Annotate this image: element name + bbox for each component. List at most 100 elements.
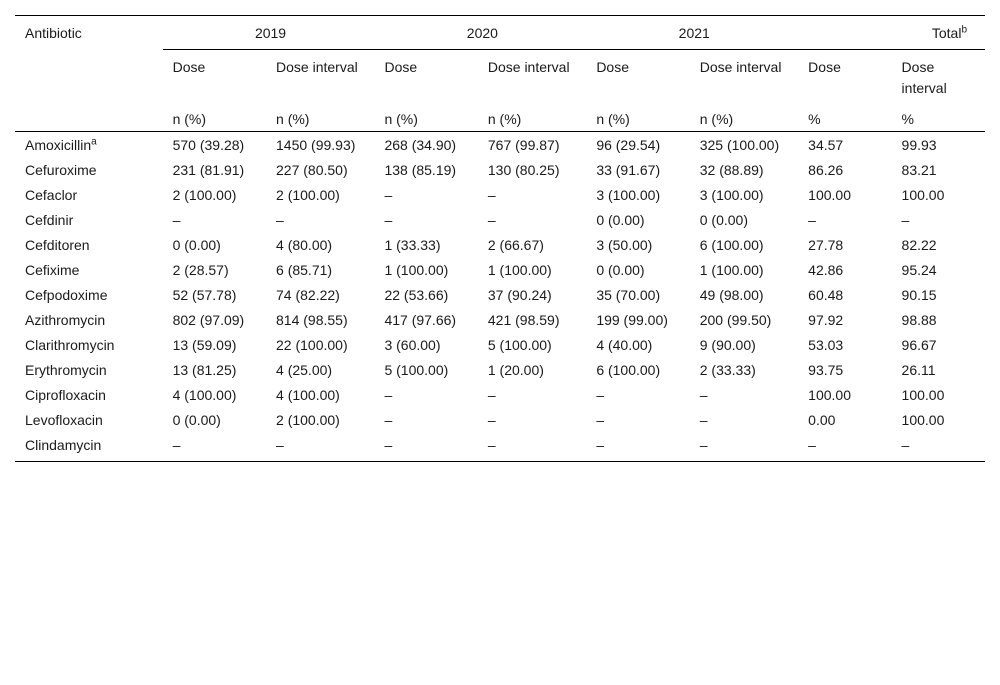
value-cell: 1 (20.00) [487,362,544,378]
value-cell: 421 (98.59) [487,312,560,328]
table-row: Clindamycin – – – – – – – – [15,432,985,462]
value-cell: – [808,212,816,228]
antibiotic-name-cell: Cefdinir [15,207,163,232]
total-label: Total [931,25,962,41]
value-cell: 3 (100.00) [699,187,764,203]
year-header-2021: 2021 [586,15,799,50]
value-cell: 1450 (99.93) [276,137,356,153]
value-cell: – [808,437,816,453]
table-row: Cefdinir – – – – 0 (0.00) 0 (0.00) – – [15,207,985,232]
value-cell: 35 (70.00) [596,287,661,303]
value-cell: – [172,212,181,228]
value-cell: 53.03 [808,337,844,353]
antibiotic-name: Azithromycin [25,312,106,328]
value-cell: 95.24 [901,262,937,278]
value-cell: 5 (100.00) [487,337,552,353]
value-cell: 86.26 [808,162,844,178]
unit-header: n (%) [384,111,418,127]
dose-header: Dose [596,59,629,75]
value-cell: 52 (57.78) [172,287,237,303]
unit-header: n (%) [172,111,207,127]
antibiotic-name: Cefdinir [25,212,74,228]
antibiotic-name-cell: Levofloxacin [15,407,163,432]
value-cell: 4 (100.00) [276,387,340,403]
value-cell: 1 (33.33) [384,237,441,253]
value-cell: 2 (28.57) [172,262,229,278]
value-cell: – [596,387,605,403]
value-cell: 6 (100.00) [596,362,661,378]
total-header: Totalb [798,15,985,50]
value-cell: 90.15 [901,287,937,303]
value-cell: 6 (100.00) [699,237,764,253]
value-cell: 22 (100.00) [276,337,348,353]
table-row: Erythromycin 13 (81.25) 4 (25.00) 5 (100.00… [15,357,985,382]
table-row: Cefixime 2 (28.57) 6 (85.71) 1 (100.00) 1 (1… [15,257,985,282]
value-cell: – [699,412,708,428]
value-cell: 767 (99.87) [487,137,560,153]
table-header: Antibiotic 2019 2020 2021 Totalb Dose Do… [15,15,985,132]
value-cell: 100.00 [901,187,945,203]
value-cell: 1 (100.00) [384,262,449,278]
unit-header: n (%) [699,111,734,127]
unit-header: n (%) [596,111,630,127]
value-cell: 2 (100.00) [276,187,340,203]
footnote-marker: a [91,136,97,148]
table-body: Amoxicillina 570 (39.28) 1450 (99.93) 268 (… [15,132,985,462]
value-cell: 26.11 [901,362,936,378]
antibiotic-name: Ciprofloxacin [25,387,106,403]
antibiotic-name-cell: Cefaclor [15,182,163,207]
value-cell: – [276,437,284,453]
value-cell: 4 (80.00) [276,237,333,253]
value-cell: 1 (100.00) [699,262,764,278]
antibiotic-name: Cefpodoxime [25,287,108,303]
value-cell: 2 (100.00) [276,412,340,428]
value-cell: 4 (40.00) [596,337,653,353]
antibiotic-name-cell: Cefpodoxime [15,282,163,307]
value-cell: 97.92 [808,312,844,328]
value-cell: 22 (53.66) [384,287,449,303]
total-footnote-marker: b [961,24,967,36]
value-cell: 82.22 [901,237,937,253]
value-cell: – [172,437,181,453]
value-cell: 3 (50.00) [596,237,653,253]
unit-header: n (%) [487,111,522,127]
value-cell: 100.00 [808,387,851,403]
antibiotic-name-cell: Clindamycin [15,432,163,462]
antibiotic-name: Cefditoren [25,237,90,253]
antibiotic-name: Cefaclor [25,187,78,203]
value-cell: 130 (80.25) [487,162,560,178]
antibiotic-name-cell: Amoxicillina [15,132,163,158]
antibiotic-name-cell: Clarithromycin [15,332,163,357]
value-cell: 0 (0.00) [172,237,221,253]
dose-header: Dose [384,59,418,75]
antibiotic-name: Amoxicillin [25,137,92,153]
value-cell: 93.75 [808,362,844,378]
value-cell: – [487,212,496,228]
antibiotic-column-header: Antibiotic [25,25,82,41]
value-cell: – [487,437,496,453]
value-cell: – [596,437,605,453]
value-cell: 100.00 [808,187,851,203]
value-cell: 96.67 [901,337,937,353]
value-cell: 0 (0.00) [596,262,645,278]
value-cell: – [699,387,708,403]
value-cell: 802 (97.09) [172,312,245,328]
value-cell: 49 (98.00) [699,287,764,303]
value-cell: – [487,187,496,203]
value-cell: 3 (100.00) [596,187,661,203]
table-row: Levofloxacin 0 (0.00) 2 (100.00) – – – – 0.00 10… [15,407,985,432]
value-cell: 60.48 [808,287,844,303]
value-cell: 4 (100.00) [172,387,237,403]
value-cell: 268 (34.90) [384,137,457,153]
table-row: Cefuroxime 231 (81.91) 227 (80.50) 138 (85.… [15,157,985,182]
value-cell: 199 (99.00) [596,312,668,328]
value-cell: 27.78 [808,237,844,253]
value-cell: 0 (0.00) [172,412,221,428]
table-row: Cefaclor 2 (100.00) 2 (100.00) – – 3 (100.00)… [15,182,985,207]
value-cell: 2 (100.00) [172,187,237,203]
value-cell: – [699,437,708,453]
dose-header: Dose [172,59,206,75]
value-cell: 417 (97.66) [384,312,457,328]
table-row: Clarithromycin 13 (59.09) 22 (100.00) 3 (60… [15,332,985,357]
table-row: Azithromycin 802 (97.09) 814 (98.55) 417 (9… [15,307,985,332]
